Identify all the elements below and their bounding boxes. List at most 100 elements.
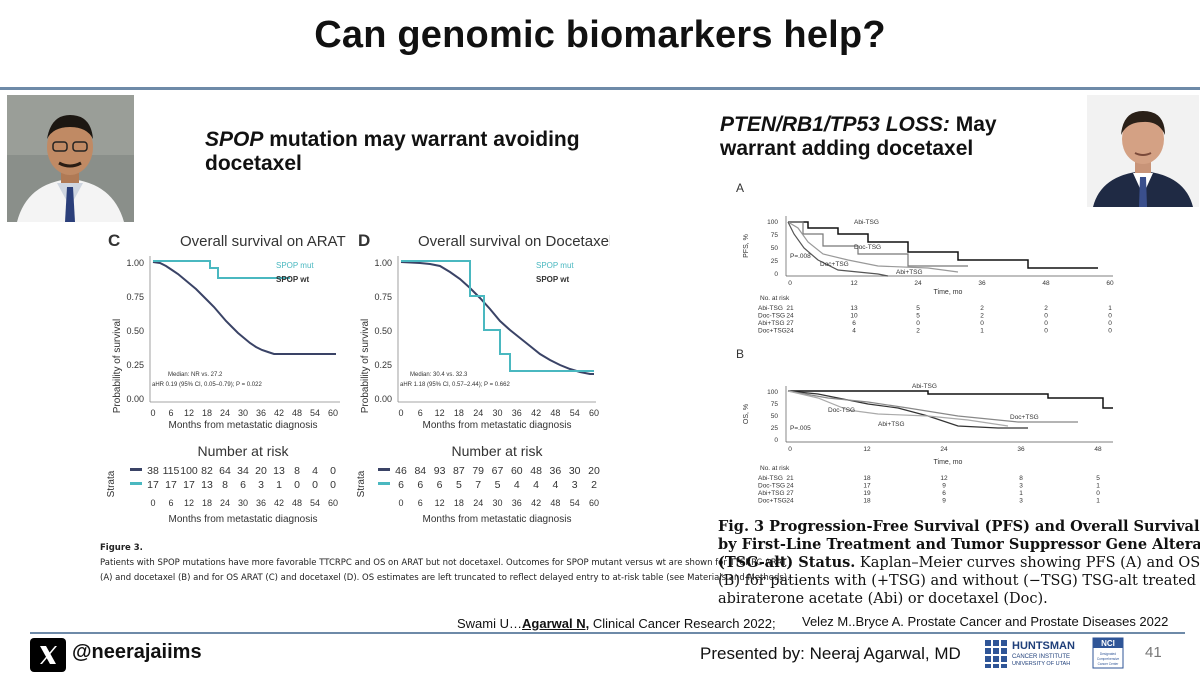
x-logo-icon[interactable] <box>30 638 66 672</box>
risk-value: 0 <box>980 320 984 327</box>
panel-d-risk-wt: 46 84 93 87 79 67 60 48 36 30 20 <box>395 465 600 477</box>
panel-c-risk-wt: 38 115 100 82 64 34 20 13 8 4 0 <box>147 465 336 477</box>
panel-d-wt-swatch <box>378 468 390 471</box>
panel-d-x-ticks: 0 6 12 18 24 30 36 42 48 54 60 <box>398 408 599 418</box>
svg-text:12: 12 <box>184 408 194 418</box>
panel-c-mut-curve <box>153 260 290 279</box>
panel-c-risk-title: Number at risk <box>197 443 289 459</box>
risk-value: 10 <box>850 313 858 320</box>
x-tick: 6 <box>418 498 423 508</box>
panel-a-x-label: Time, mo <box>934 289 963 296</box>
citation-velez: Velez M..Bryce A. Prostate Cancer and Pr… <box>802 614 1169 629</box>
risk-value: 2 <box>980 313 984 320</box>
risk-value: 60 <box>511 465 523 477</box>
risk-value: 24 <box>786 498 794 505</box>
risk-value: 46 <box>395 465 407 477</box>
x-tick: 0 <box>150 498 155 508</box>
left-header-text: mutation may warrant avoiding <box>263 128 580 151</box>
svg-text:42: 42 <box>274 408 284 418</box>
risk-value: 6 <box>852 320 856 327</box>
x-tick: 12 <box>435 408 445 418</box>
panel-c-strata: Strata <box>106 470 117 497</box>
risk-value: 7 <box>475 479 481 491</box>
risk-value: 84 <box>414 465 426 477</box>
left-km-figure: C Overall survival on ARAT Probability o… <box>106 231 610 525</box>
panel-b-risk-header: No. at risk <box>760 465 790 472</box>
panel-c-risk-x-label: Months from metastatic diagnosis <box>169 514 318 525</box>
risk-value: 8 <box>294 465 300 477</box>
panel-c-risk-mut: 17 17 17 13 8 6 3 1 0 0 0 <box>147 479 336 491</box>
title-divider <box>0 87 1200 90</box>
risk-value: 67 <box>492 465 504 477</box>
panel-a-x-ticks: 0 12 24 36 48 60 <box>788 280 1114 287</box>
x-tick: 36 <box>512 498 522 508</box>
x-tick: 30 <box>238 498 248 508</box>
x-tick: 30 <box>492 498 502 508</box>
x-tick: 36 <box>1017 446 1025 453</box>
risk-value: 2 <box>980 305 984 312</box>
panel-d-letter: D <box>358 231 370 250</box>
x-tick: 60 <box>1106 280 1114 287</box>
risk-value: 64 <box>219 465 231 477</box>
risk-value: 13 <box>273 465 285 477</box>
risk-value: 24 <box>786 313 794 320</box>
risk-value: 9 <box>942 483 946 490</box>
right-figure-caption: Fig. 3 Progression-Free Survival (PFS) a… <box>718 518 1200 608</box>
risk-value: 34 <box>237 465 249 477</box>
nci-sub-line3: Cancer Center <box>1098 662 1120 666</box>
risk-value: 2 <box>1044 305 1048 312</box>
right-km-figure: A PFS, % 100 75 50 25 0 Abi-TSG Doc-TSG … <box>736 181 1114 505</box>
x-tick: 12 <box>184 498 194 508</box>
panel-d-hr: aHR 1.18 (95% CI, 0.57–2.44); P = 0.662 <box>400 382 510 388</box>
risk-value: 4 <box>312 465 318 477</box>
risk-value: 3 <box>258 479 264 491</box>
svg-text:24: 24 <box>220 408 230 418</box>
panel-b-x-ticks: 0 12 24 36 48 <box>788 446 1102 453</box>
risk-row-label: Doc+TSG <box>758 498 787 505</box>
social-handle[interactable]: @neerajaiims <box>72 641 202 663</box>
panel-a-letter: A <box>736 181 744 195</box>
risk-value: 79 <box>472 465 484 477</box>
footer-divider <box>30 632 1185 634</box>
panel-c-y-label: Probability of survival <box>112 319 123 413</box>
panel-a-y-label: PFS, % <box>743 234 750 258</box>
panel-b-abi-pos-curve <box>787 390 1009 427</box>
panel-b-label-abi-neg: Abi-TSG <box>912 383 937 390</box>
citation-swami: Swami U…Agarwal N, Clinical Cancer Resea… <box>457 616 776 631</box>
risk-value: 1 <box>1096 483 1100 490</box>
panel-c-y-ticks: 1.00 0.75 0.50 0.25 0.00 <box>126 258 144 404</box>
x-tick: 36 <box>256 498 266 508</box>
risk-row-label: Doc+TSG <box>758 328 787 335</box>
right-caption-line5: abiraterone acetate (Abi) or docetaxel (… <box>718 591 1048 607</box>
x-tick: 18 <box>454 498 464 508</box>
panel-c-hr: aHR 0.19 (95% CI, 0.05–0.79); P = 0.022 <box>152 382 262 388</box>
right-caption-line2: by First-Line Treatment and Tumor Suppre… <box>718 536 1200 553</box>
svg-text:1.00: 1.00 <box>374 258 392 268</box>
svg-text:75: 75 <box>771 401 779 408</box>
svg-text:0.25: 0.25 <box>374 360 392 370</box>
risk-value: 5 <box>495 479 501 491</box>
svg-text:48: 48 <box>292 408 302 418</box>
panel-c-median: Median: NR vs. 27.2 <box>168 372 223 378</box>
x-tick: 0 <box>398 498 403 508</box>
panel-d-risk-x-label: Months from metastatic diagnosis <box>423 514 572 525</box>
panel-b-y-ticks: 100 75 50 25 0 <box>767 389 778 444</box>
x-tick: 30 <box>492 408 502 418</box>
panel-d-strata: Strata <box>356 470 367 497</box>
risk-value: 3 <box>1019 498 1023 505</box>
presenter-photo-right <box>1087 95 1199 207</box>
right-header-text: May <box>949 113 997 136</box>
panel-d-risk-title: Number at risk <box>451 443 543 459</box>
risk-value: 2 <box>591 479 597 491</box>
svg-text:54: 54 <box>310 408 320 418</box>
panel-a-risk-header: No. at risk <box>760 295 790 302</box>
panel-b-doc-neg-curve <box>787 390 1028 429</box>
svg-text:0.50: 0.50 <box>126 326 144 336</box>
page-number: 41 <box>1145 644 1162 661</box>
risk-value: 48 <box>530 465 542 477</box>
left-figure-label: Figure 3. <box>100 543 143 553</box>
left-caption-line2: (A) and docetaxel (B) and for OS ARAT (C… <box>100 573 790 583</box>
risk-value: 24 <box>786 483 794 490</box>
svg-text:0: 0 <box>774 437 778 444</box>
